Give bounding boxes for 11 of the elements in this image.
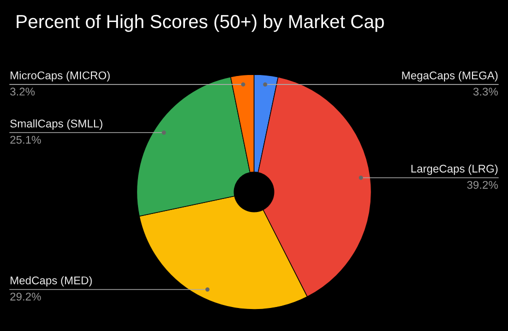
- slice-label: LargeCaps (LRG): [411, 164, 498, 175]
- data-label: 29.2%: [10, 292, 41, 301]
- slice-label: MedCaps (MED): [10, 276, 92, 287]
- data-label: 3.2%: [10, 88, 35, 96]
- data-label: 39.2%: [467, 180, 498, 189]
- data-label: 25.1%: [10, 136, 41, 144]
- data-label: 3.3%: [473, 88, 498, 96]
- slice-label: MegaCaps (MEGA): [402, 71, 498, 82]
- chart-title: Percent of High Scores (50+) by Market Cap: [16, 14, 384, 32]
- slice-label: MicroCaps (MICRO): [10, 71, 110, 82]
- slice-label: SmallCaps (SMLL): [10, 119, 102, 130]
